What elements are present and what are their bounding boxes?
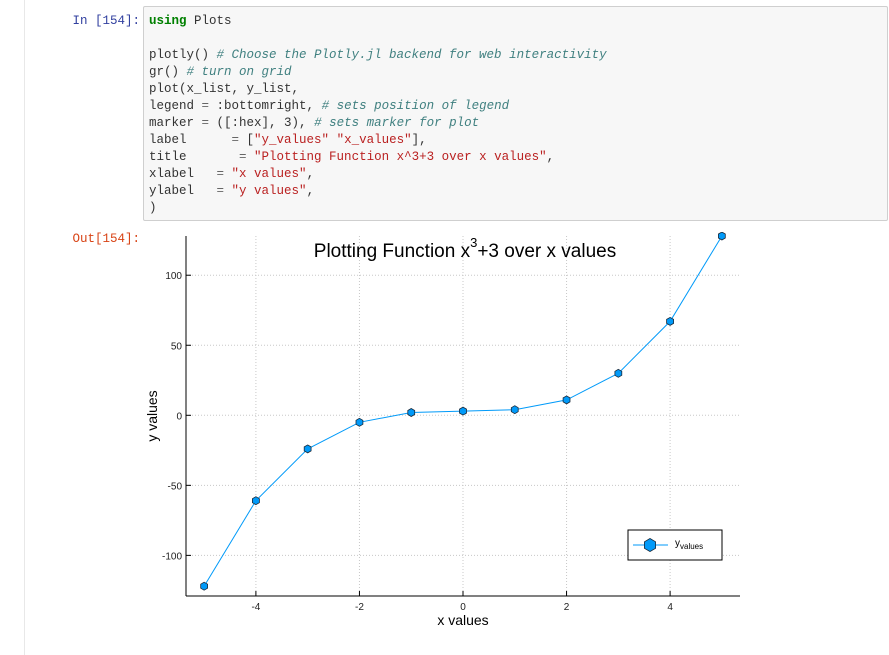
code-token: xlabel <box>149 167 217 181</box>
code-token: = <box>216 184 225 198</box>
data-point-marker <box>718 232 726 241</box>
y-tick-label: 100 <box>165 271 182 282</box>
code-token: label <box>149 133 232 147</box>
y-tick-label: 0 <box>176 411 182 422</box>
code-token: using <box>149 14 187 28</box>
data-point-marker <box>666 316 674 326</box>
code-line: using Plots <box>149 13 232 30</box>
data-point-marker <box>407 408 416 417</box>
plot-figure: -4 -2 0 2 4 -100 -50 0 50 100 x values y values Plot… <box>144 232 740 628</box>
code-input-area[interactable]: using Plots plotly() # Choose the Plotly.… <box>143 6 888 221</box>
code-line: ) <box>149 200 157 217</box>
input-prompt: In [154]: <box>72 14 140 28</box>
x-tick-label: 0 <box>460 602 466 613</box>
code-line: ylabel = "y values", <box>149 183 314 200</box>
x-axis-label: x values <box>437 612 488 628</box>
code-token: = <box>231 133 240 147</box>
code-token: :bottomright, <box>209 99 322 113</box>
legend-marker-swatch <box>643 538 656 552</box>
code-token: # turn on grid <box>186 65 292 79</box>
code-token: "y_values" <box>254 133 330 147</box>
code-line: label = ["y_values" "x_values"], <box>149 132 427 149</box>
x-tick-label: -4 <box>251 602 260 613</box>
data-point-marker <box>252 496 260 506</box>
output-prompt: Out[154]: <box>72 232 140 246</box>
code-token: # sets marker for plot <box>314 116 480 130</box>
code-token <box>224 184 232 198</box>
code-line: plotly() # Choose the Plotly.jl backend … <box>149 47 607 64</box>
code-line: marker = ([:hex], 3), # sets marker for … <box>149 115 479 132</box>
code-token: "x_values" <box>336 133 412 147</box>
code-token: ylabel <box>149 184 217 198</box>
notebook-gutter-line <box>24 0 25 655</box>
x-tick-label: 2 <box>564 602 570 613</box>
data-point-marker <box>459 406 467 416</box>
code-token: plotly() <box>149 48 217 62</box>
y-tick-label: -50 <box>168 481 183 492</box>
code-token: title <box>149 150 240 164</box>
legend-label-name: y <box>675 538 680 549</box>
code-token: ], <box>411 133 427 147</box>
y-axis-label: y values <box>144 390 160 441</box>
code-token: legend <box>149 99 202 113</box>
plot-output: -4 -2 0 2 4 -100 -50 0 50 100 x values y values Plot… <box>143 232 888 652</box>
x-tick-label: -2 <box>355 602 364 613</box>
code-token <box>224 167 232 181</box>
legend-label: yvalues <box>675 538 703 551</box>
data-point-marker <box>355 417 364 427</box>
code-line: title = "Plotting Function x^3+3 over x … <box>149 149 554 166</box>
code-token: "y values" <box>231 184 307 198</box>
code-token: [ <box>239 133 255 147</box>
legend-label-subscript: values <box>680 542 703 551</box>
code-token: "x values" <box>231 167 307 181</box>
code-token: marker <box>149 116 202 130</box>
data-point-marker <box>562 395 571 405</box>
code-token: # sets position of legend <box>321 99 510 113</box>
code-token: , <box>306 167 315 181</box>
code-line: plot(x_list, y_list, <box>149 81 299 98</box>
code-token: = <box>201 99 210 113</box>
code-line: xlabel = "x values", <box>149 166 314 183</box>
code-token: gr() <box>149 65 187 79</box>
code-token: Plots <box>186 14 232 28</box>
data-point-marker <box>303 444 312 454</box>
y-tick-label: -100 <box>162 551 182 562</box>
chart-title-superscript: 3 <box>470 235 477 250</box>
code-token: = <box>201 116 210 130</box>
code-token <box>329 133 337 147</box>
y-tick-label: 50 <box>171 341 183 352</box>
code-token: # Choose the Plotly.jl backend for web i… <box>216 48 607 62</box>
data-point-marker <box>200 581 208 591</box>
code-token <box>247 150 255 164</box>
code-line: legend = :bottomright, # sets position o… <box>149 98 509 115</box>
code-token: ) <box>149 201 157 215</box>
code-token: , <box>306 184 315 198</box>
code-token: plot(x_list, y_list, <box>149 82 300 96</box>
chart-title: Plotting Function x3+3 over x values <box>314 235 616 262</box>
data-point-marker <box>614 368 623 378</box>
chart-title-text: Plotting Function x <box>314 241 471 262</box>
code-token: = <box>216 167 225 181</box>
code-token: = <box>239 150 247 164</box>
x-tick-label: 4 <box>667 602 673 613</box>
code-token: "Plotting Function x^3+3 over x values" <box>254 150 547 164</box>
chart-title-text: +3 over x values <box>477 241 616 262</box>
code-token: , <box>546 150 555 164</box>
code-line: gr() # turn on grid <box>149 64 292 81</box>
data-point-marker <box>510 405 519 415</box>
code-token: ([:hex], 3), <box>209 116 315 130</box>
